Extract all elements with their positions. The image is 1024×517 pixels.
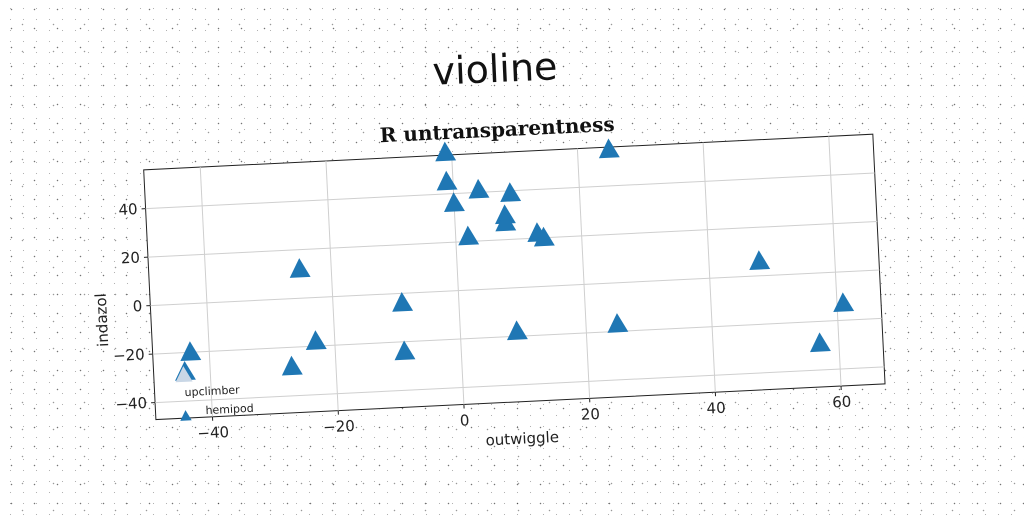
page-title: violine [432, 44, 559, 93]
y-tick-label: −20 [113, 345, 145, 365]
x-tick-label: −40 [197, 423, 229, 443]
chart-title: R untransparentness [379, 112, 615, 147]
legend-label-hemipod: hemipod [205, 402, 254, 417]
x-tick-label: 0 [459, 411, 469, 429]
y-tick-label: 0 [132, 297, 142, 315]
x-tick-label: 60 [832, 393, 852, 412]
y-tick-label: −40 [115, 394, 147, 414]
legend-label-upclimber: upclimber [184, 383, 240, 399]
x-tick-label: 40 [706, 399, 726, 418]
y-tick-label: 20 [120, 249, 140, 268]
plot-area: R untransparentness −40 −20 0 20 40 60 −40 −20… [84, 99, 887, 468]
y-tick-label: 40 [118, 200, 138, 219]
x-tick-label: −20 [323, 417, 355, 437]
x-tick-label: 20 [580, 405, 600, 424]
plot-frame [144, 134, 885, 419]
y-axis-label: indazol [92, 293, 113, 347]
x-axis-label: outwiggle [485, 428, 559, 450]
